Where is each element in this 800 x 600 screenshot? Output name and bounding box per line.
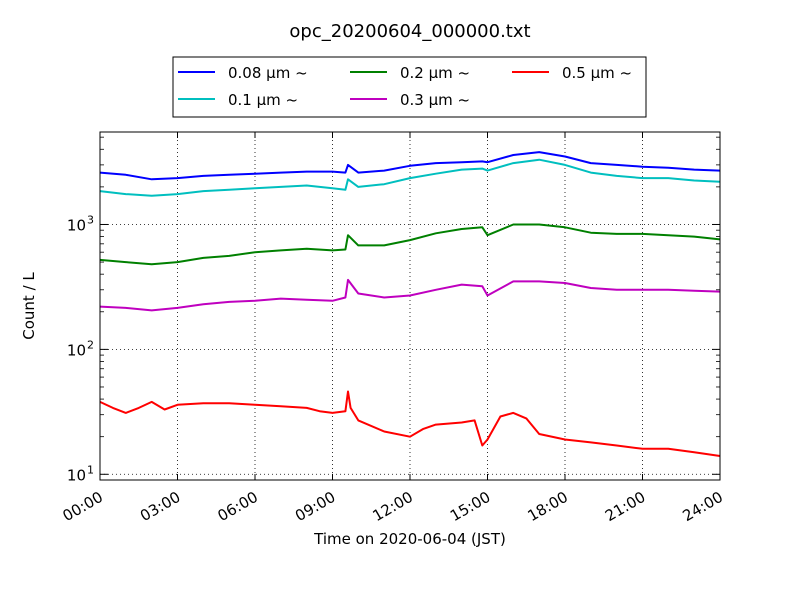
y-axis-label: Count / L — [20, 272, 38, 340]
series-line-2 — [99, 158, 721, 197]
chart-title: opc_20200604_000000.txt — [289, 21, 530, 42]
series-line-5 — [99, 390, 721, 457]
y-tick-exponent: 3 — [87, 213, 94, 226]
legend-frame — [172, 56, 647, 118]
y-tick-exponent: 2 — [87, 338, 94, 351]
legend-label: 0.1 μm ~ — [228, 91, 298, 109]
legend-label: 0.5 μm ~ — [562, 64, 632, 82]
x-tick-label: 24:00 — [680, 488, 726, 525]
x-tick-label: 09:00 — [292, 488, 338, 525]
x-tick-label: 21:00 — [602, 488, 648, 525]
x-axis: 00:00 03:00 06:00 09:00 12:00 15:00 18:00 21:00… — [60, 132, 726, 525]
x-tick-label: 03:00 — [137, 488, 183, 525]
x-tick-label: 00:00 — [60, 488, 106, 525]
legend-label: 0.08 μm ~ — [228, 64, 308, 82]
legend-label: 0.3 μm ~ — [400, 91, 470, 109]
legend-label: 0.2 μm ~ — [400, 64, 470, 82]
grid-lines — [100, 132, 720, 480]
series-group — [99, 151, 721, 457]
y-tick-exponent: 1 — [87, 463, 94, 476]
y-tick-label: 10 — [67, 466, 86, 484]
x-tick-label: 06:00 — [215, 488, 261, 525]
y-tick-label: 10 — [67, 341, 86, 359]
x-tick-label: 18:00 — [525, 488, 571, 525]
x-tick-label: 12:00 — [370, 488, 416, 525]
series-line-3 — [99, 223, 721, 266]
legend: 0.08 μm ~ 0.1 μm ~ 0.2 μm ~ 0.3 μm ~ 0.5 μm … — [172, 56, 647, 118]
x-tick-label: 15:00 — [447, 488, 493, 525]
series-line-4 — [99, 278, 721, 312]
series-line-1 — [99, 151, 721, 181]
y-tick-label: 10 — [67, 216, 86, 234]
x-axis-label: Time on 2020-06-04 (JST) — [313, 530, 506, 548]
